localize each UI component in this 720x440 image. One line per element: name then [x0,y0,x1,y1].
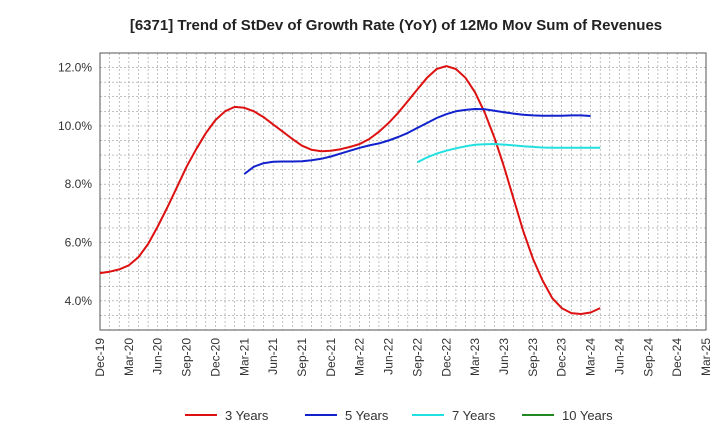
grid [99,52,707,331]
legend: 3 Years 5 Years 7 Years 10 Years [185,408,613,423]
y-tick-label: 4.0% [65,294,93,308]
y-tick-label: 6.0% [65,236,93,250]
x-tick-label: Jun-20 [151,338,165,375]
x-tick-label: Sep-24 [641,338,655,377]
x-tick-label: Sep-22 [410,338,424,377]
series-line-3-years [99,65,601,315]
x-tick-label: Dec-21 [324,338,338,377]
x-tick-label: Dec-20 [208,338,222,377]
x-tick-label: Dec-24 [670,338,684,377]
x-tick-label: Sep-20 [180,338,194,377]
x-tick-label: Mar-20 [122,338,136,376]
y-tick-label: 12.0% [58,61,92,75]
y-tick-label: 10.0% [58,119,92,133]
x-tick-label: Sep-23 [526,338,540,377]
plot-frame [99,52,707,331]
x-tick-label: Dec-23 [555,338,569,377]
x-tick-label: Mar-25 [699,338,713,376]
legend-label-7-years: 7 Years [452,408,496,423]
x-tick-label: Dec-19 [93,338,107,377]
x-tick-label: Mar-22 [353,338,367,376]
x-tick-label: Sep-21 [295,338,309,377]
x-tick-label: Mar-23 [468,338,482,376]
legend-label-3-years: 3 Years [225,408,269,423]
chart-title: [6371] Trend of StDev of Growth Rate (Yo… [130,17,662,34]
legend-label-10-years: 10 Years [562,408,613,423]
x-tick-label: Jun-22 [382,338,396,375]
series-line-5-years [243,108,591,175]
x-axis: Dec-19 Mar-20 Jun-20 Sep-20 Dec-20 Mar-21 Jun-… [93,338,713,377]
legend-label-5-years: 5 Years [345,408,389,423]
series-group [99,65,601,315]
x-tick-label: Jun-21 [266,338,280,375]
y-tick-label: 8.0% [65,177,93,191]
x-tick-label: Dec-22 [439,338,453,377]
y-axis: 4.0% 6.0% 8.0% 10.0% 12.0% [58,61,92,308]
x-tick-label: Jun-23 [497,338,511,375]
x-tick-label: Mar-24 [584,338,598,376]
x-tick-label: Mar-21 [237,338,251,376]
series-line-7-years [416,143,601,164]
x-tick-label: Jun-24 [612,338,626,375]
